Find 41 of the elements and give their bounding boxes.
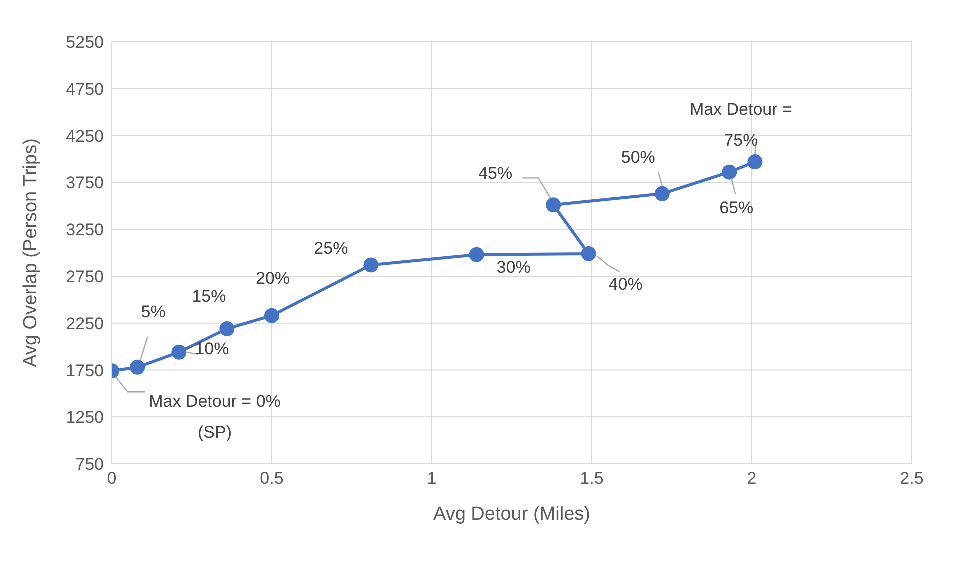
annotation: Max Detour = 0% (SP)	[149, 392, 281, 442]
annotation: 40%	[608, 274, 643, 294]
annotation: 30%	[496, 258, 531, 277]
annotation: 25%	[314, 239, 348, 258]
annotation: 5%	[141, 302, 166, 322]
annotation: 20%	[256, 268, 290, 288]
point	[722, 164, 738, 180]
point	[172, 344, 187, 360]
x-tick-label: 2.5	[900, 469, 924, 488]
point	[364, 258, 379, 273]
x-tick-label: 1.5	[580, 469, 604, 488]
x-tick-label: 2	[747, 469, 757, 488]
y-tick-label: 3750	[66, 174, 104, 193]
annotation: 10%	[195, 339, 230, 358]
annotation: 15%	[192, 286, 226, 306]
y-tick-label: 750	[76, 455, 104, 474]
annotation: 50%	[621, 148, 656, 167]
point	[220, 321, 235, 336]
y-tick-label: 2250	[66, 314, 104, 334]
annotation: Max Detour = 75%	[690, 100, 793, 150]
point	[581, 246, 596, 262]
y-tick-label: 1750	[66, 361, 104, 380]
y-tick-label: 1250	[66, 408, 104, 428]
y-tick-label: 4250	[66, 126, 104, 146]
y-tick-label: 5250	[66, 33, 104, 52]
y-tick-label: 4750	[66, 80, 104, 99]
point	[748, 154, 763, 170]
x-tick-label: 0.5	[260, 469, 284, 488]
annotation: 45%	[478, 164, 513, 184]
x-tick-label: 1	[427, 469, 437, 488]
y-tick-label: 2750	[66, 267, 104, 286]
point	[130, 360, 146, 375]
annotation: 65%	[720, 198, 754, 218]
point	[264, 308, 280, 324]
y-axis-title: Avg Overlap (Person Trips)	[20, 138, 42, 368]
point	[469, 247, 484, 262]
x-axis-title: Avg Detour (Miles)	[434, 504, 590, 525]
x-tick-label: 0	[107, 469, 117, 488]
point	[546, 198, 562, 213]
point	[654, 186, 670, 202]
y-tick-label: 3250	[66, 220, 104, 240]
